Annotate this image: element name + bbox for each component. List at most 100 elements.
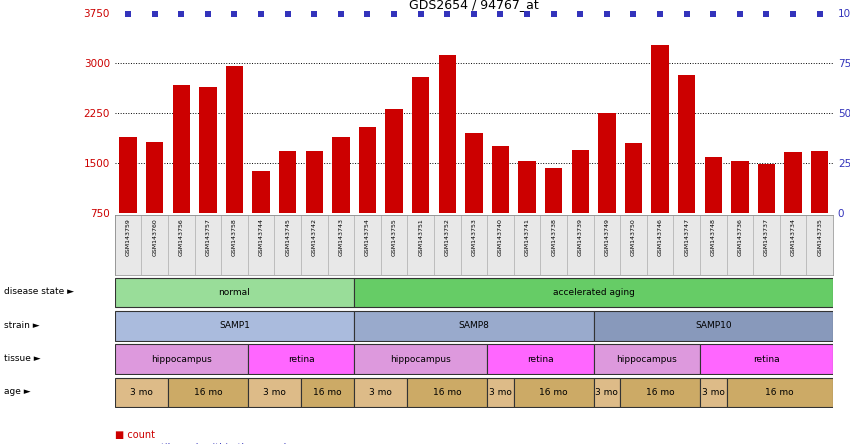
Bar [620, 378, 700, 407]
Text: GSM143744: GSM143744 [258, 218, 264, 256]
Bar [518, 161, 536, 213]
Text: hippocampus: hippocampus [616, 355, 677, 364]
Bar [119, 137, 137, 213]
Bar [115, 278, 354, 307]
Text: hippocampus: hippocampus [151, 355, 212, 364]
Bar [598, 113, 615, 213]
Bar [647, 215, 673, 275]
Bar [487, 345, 593, 374]
Text: 3 mo: 3 mo [489, 388, 512, 397]
Text: ■ percentile rank within the sample: ■ percentile rank within the sample [115, 443, 292, 444]
Text: GSM143752: GSM143752 [445, 218, 450, 256]
Text: GSM143734: GSM143734 [790, 218, 796, 256]
Text: GSM143748: GSM143748 [711, 218, 716, 256]
Title: GDS2654 / 94767_at: GDS2654 / 94767_at [409, 0, 539, 11]
Bar [412, 77, 429, 213]
Text: SAMP1: SAMP1 [219, 321, 250, 330]
Bar [301, 215, 327, 275]
Bar [354, 378, 407, 407]
Bar [115, 215, 141, 275]
Text: GSM143751: GSM143751 [418, 218, 423, 256]
Bar [115, 311, 354, 341]
Bar [279, 151, 297, 213]
Bar [407, 215, 434, 275]
Bar [465, 133, 483, 213]
Text: GSM143745: GSM143745 [285, 218, 290, 256]
Text: GSM143741: GSM143741 [524, 218, 530, 256]
Text: GSM143746: GSM143746 [658, 218, 663, 256]
Text: GSM143756: GSM143756 [178, 218, 184, 256]
Bar [487, 378, 513, 407]
Text: disease state ►: disease state ► [4, 287, 74, 297]
Bar [439, 55, 456, 213]
Text: hippocampus: hippocampus [390, 355, 451, 364]
Bar [625, 143, 642, 213]
Bar [252, 171, 269, 213]
Bar [572, 150, 589, 213]
Text: normal: normal [218, 288, 251, 297]
Text: 16 mo: 16 mo [194, 388, 222, 397]
Bar [513, 215, 541, 275]
Bar [673, 215, 700, 275]
Text: age ►: age ► [4, 387, 31, 396]
Text: GSM143739: GSM143739 [578, 218, 583, 256]
Text: GSM143753: GSM143753 [472, 218, 476, 256]
Bar [807, 215, 833, 275]
Bar [195, 215, 221, 275]
Bar [354, 311, 593, 341]
Bar [146, 142, 163, 213]
Bar [492, 146, 509, 213]
Text: retina: retina [287, 355, 314, 364]
Bar [731, 161, 749, 213]
Bar [651, 45, 669, 213]
Text: accelerated aging: accelerated aging [552, 288, 634, 297]
Text: 3 mo: 3 mo [130, 388, 153, 397]
Text: retina: retina [753, 355, 779, 364]
Bar [700, 378, 727, 407]
Bar [541, 215, 567, 275]
Bar [461, 215, 487, 275]
Text: GSM143743: GSM143743 [338, 218, 343, 256]
Bar [779, 215, 807, 275]
Bar [306, 151, 323, 213]
Text: 3 mo: 3 mo [263, 388, 286, 397]
Bar [593, 311, 833, 341]
Bar [381, 215, 407, 275]
Bar [678, 75, 695, 213]
Bar [407, 378, 487, 407]
Text: 16 mo: 16 mo [646, 388, 674, 397]
Bar [168, 378, 247, 407]
Text: GSM143757: GSM143757 [206, 218, 210, 256]
Text: GSM143740: GSM143740 [498, 218, 503, 256]
Bar [301, 378, 354, 407]
Bar [247, 378, 301, 407]
Text: GSM143755: GSM143755 [392, 218, 397, 256]
Text: 16 mo: 16 mo [314, 388, 342, 397]
Text: GSM143749: GSM143749 [604, 218, 609, 256]
Bar [354, 345, 487, 374]
Bar [513, 378, 593, 407]
Bar [785, 152, 802, 213]
Bar [332, 137, 349, 213]
Text: strain ►: strain ► [4, 321, 40, 330]
Bar [168, 215, 195, 275]
Bar [545, 168, 563, 213]
Bar [226, 66, 243, 213]
Bar [115, 378, 168, 407]
Bar [199, 87, 217, 213]
Bar [487, 215, 513, 275]
Bar [567, 215, 593, 275]
Bar [758, 164, 775, 213]
Bar [753, 215, 779, 275]
Text: 16 mo: 16 mo [540, 388, 568, 397]
Bar [434, 215, 461, 275]
Text: GSM143759: GSM143759 [126, 218, 131, 256]
Bar [811, 151, 829, 213]
Text: 16 mo: 16 mo [766, 388, 794, 397]
Text: GSM143735: GSM143735 [817, 218, 822, 256]
Bar [141, 215, 168, 275]
Bar [727, 378, 833, 407]
Bar [354, 215, 381, 275]
Text: GSM143758: GSM143758 [232, 218, 237, 256]
Bar [327, 215, 354, 275]
